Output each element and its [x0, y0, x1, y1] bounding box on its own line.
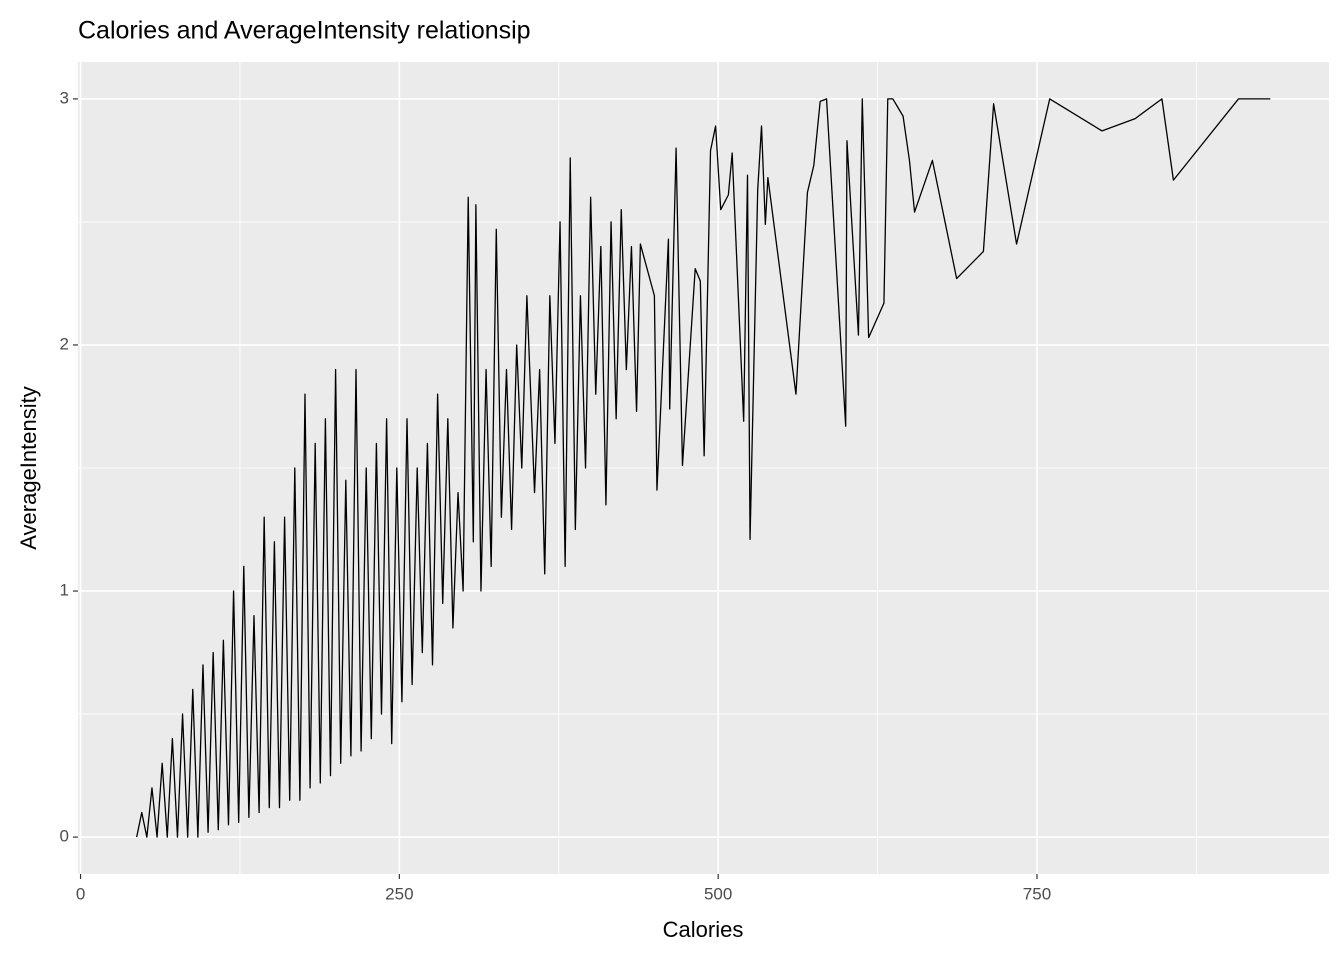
x-tick-label: 250	[385, 884, 413, 903]
y-tick-label: 0	[60, 827, 69, 846]
x-tick-label: 0	[76, 884, 85, 903]
x-axis-title: Calories	[663, 917, 744, 942]
y-tick-label: 1	[60, 581, 69, 600]
y-tick-label: 3	[60, 88, 69, 107]
y-tick-label: 2	[60, 334, 69, 353]
y-axis-title: AverageIntensity	[16, 386, 41, 549]
x-tick-label: 500	[704, 884, 732, 903]
x-tick-label: 750	[1023, 884, 1051, 903]
data-line	[136, 98, 1271, 838]
chart-title: Calories and AverageIntensity relationsi…	[78, 17, 531, 45]
